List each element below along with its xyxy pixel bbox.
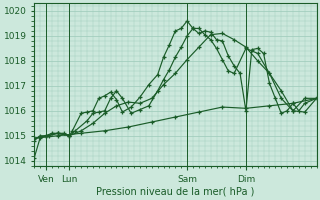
X-axis label: Pression niveau de la mer( hPa ): Pression niveau de la mer( hPa ) bbox=[96, 187, 254, 197]
